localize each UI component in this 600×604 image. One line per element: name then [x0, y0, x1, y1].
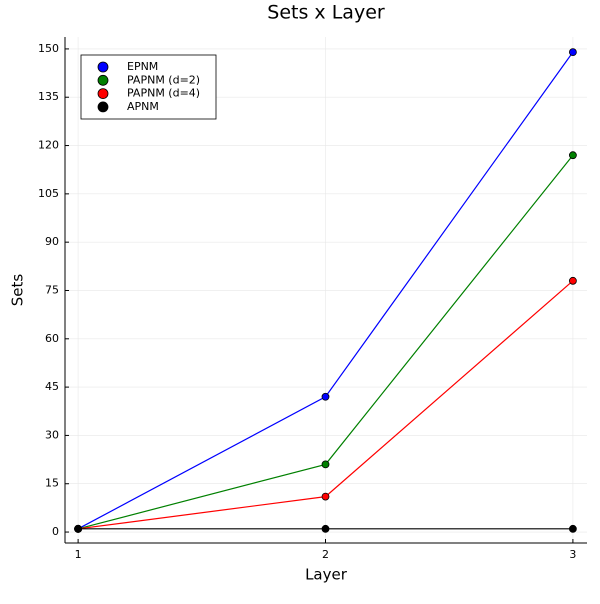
data-point	[74, 524, 83, 533]
x-axis-label: Layer	[305, 566, 348, 584]
y-tick-label: 135	[38, 90, 59, 103]
x-tick-label: 1	[75, 548, 82, 561]
y-tick-label: 0	[52, 525, 59, 538]
legend-label: PAPNM (d=4)	[127, 87, 200, 100]
data-point	[321, 524, 330, 533]
legend-label: APNM	[127, 100, 159, 113]
legend-marker	[97, 61, 109, 73]
y-tick-label: 60	[45, 332, 59, 345]
data-point	[321, 392, 330, 401]
y-tick-label: 90	[45, 235, 59, 248]
y-tick-label: 30	[45, 428, 59, 441]
legend-marker	[97, 88, 109, 99]
data-point	[568, 524, 577, 533]
data-point	[568, 276, 577, 285]
legend-label: PAPNM (d=2)	[127, 73, 200, 86]
y-tick-label: 105	[38, 187, 59, 200]
data-point	[321, 460, 330, 469]
y-tick-label: 75	[45, 283, 59, 296]
data-point	[321, 492, 330, 501]
y-axis-label: Sets	[9, 274, 27, 307]
y-tick-label: 15	[45, 477, 59, 490]
legend-marker	[97, 74, 109, 86]
legend-label: EPNM	[127, 60, 158, 73]
chart-title: Sets x Layer	[267, 2, 385, 24]
legend-marker	[97, 101, 109, 113]
data-point	[568, 151, 577, 160]
x-tick-label: 3	[569, 548, 576, 561]
y-tick-label: 45	[45, 380, 59, 393]
y-tick-label: 120	[38, 139, 59, 152]
y-tick-label: 150	[38, 42, 59, 55]
x-tick-label: 2	[322, 548, 329, 561]
data-point	[568, 48, 577, 57]
